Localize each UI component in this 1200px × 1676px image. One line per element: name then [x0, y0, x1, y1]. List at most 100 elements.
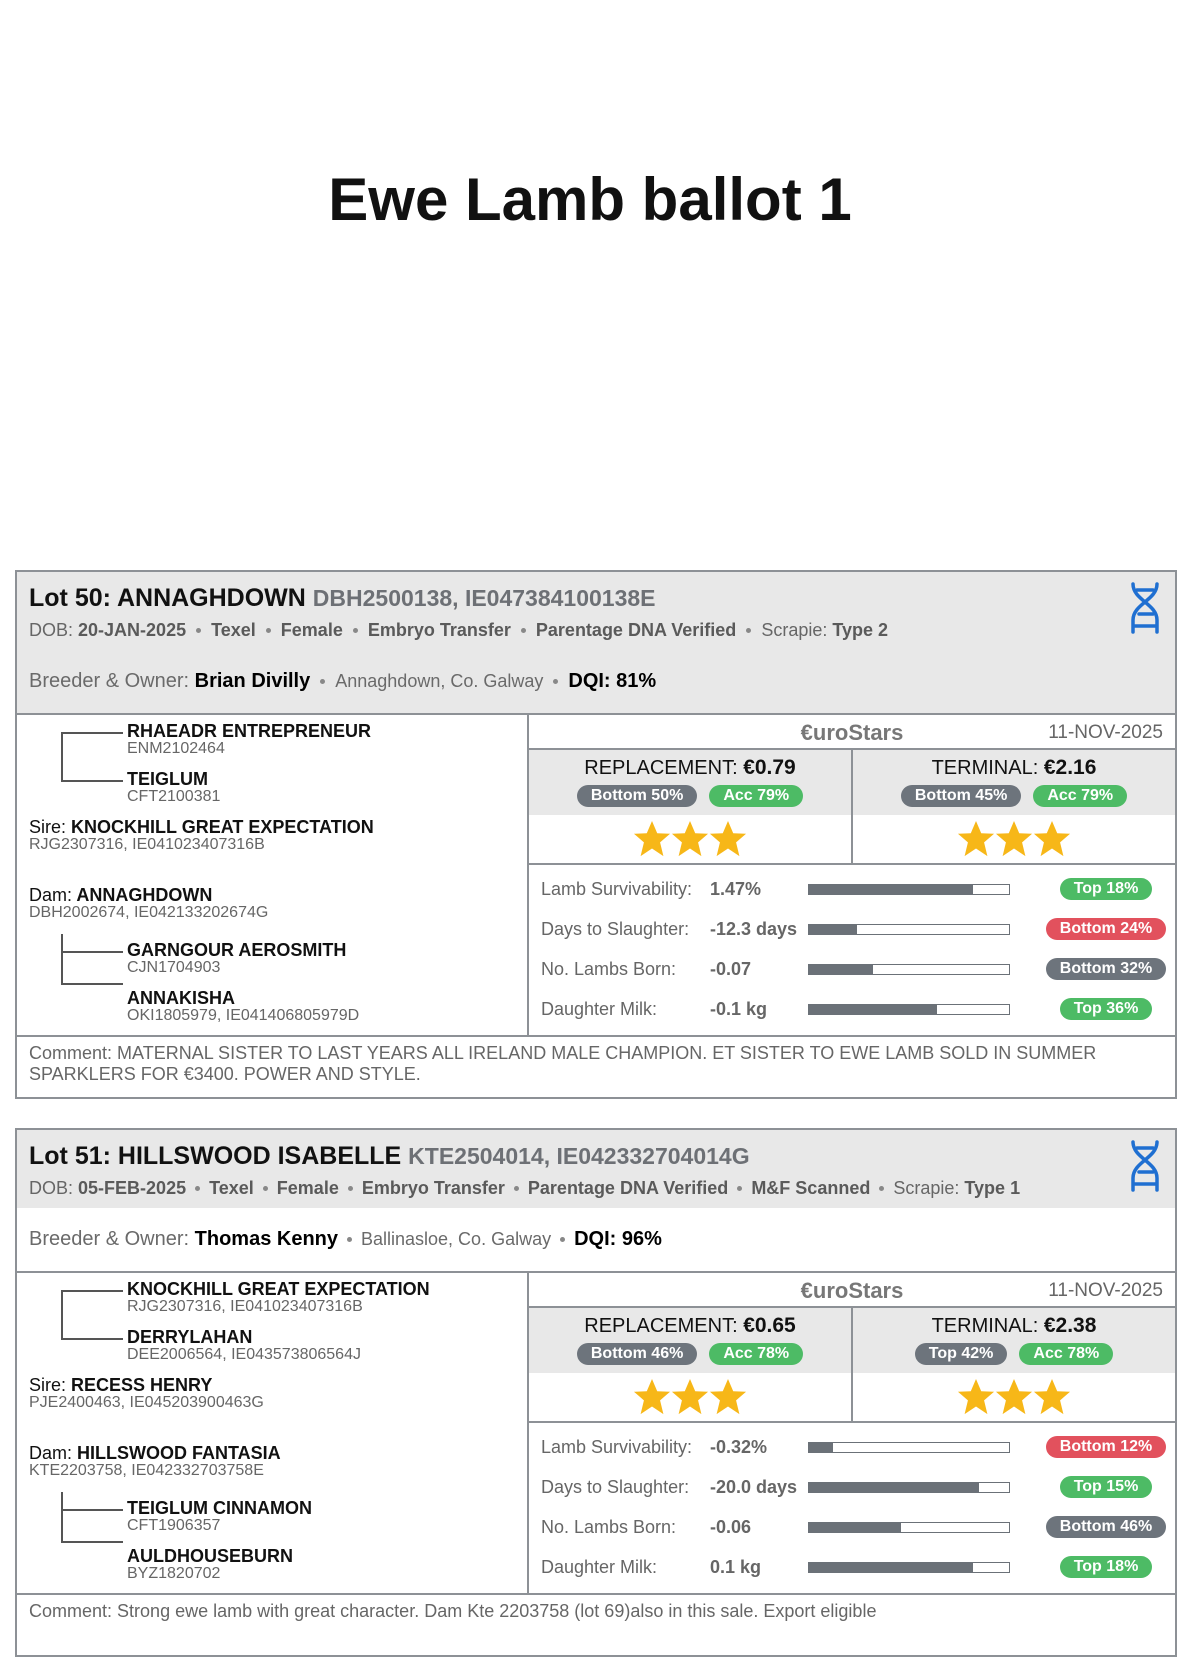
- star: [709, 820, 747, 857]
- star-shape: [633, 1378, 671, 1415]
- eurostars-brand: €uroStars: [800, 1278, 904, 1303]
- breeder-label: Breeder & Owner:: [29, 1228, 190, 1250]
- star-shape: [709, 1378, 747, 1415]
- breeder-label: Breeder & Owner:: [29, 670, 190, 692]
- pedigree-line: [61, 780, 123, 782]
- pedigree-line: [61, 983, 123, 985]
- main-section: RHAEADR ENTREPRENEUR ENM2102464 TEIGLUM CFT…: [17, 715, 1175, 1037]
- lot-heading-line: Lot 50: ANNAGHDOWN DBH2500138, IE0473841…: [29, 584, 656, 613]
- index-top: TERMINAL: €2.38 Top 42% Acc 78%: [853, 1308, 1175, 1373]
- trait-bar: [808, 923, 1010, 935]
- star-shape: [995, 820, 1033, 857]
- trait-badge: Bottom 24%: [1045, 918, 1167, 940]
- index-badges: Bottom 46% Acc 78%: [529, 1343, 851, 1365]
- trait-value: -12.3 days: [710, 918, 798, 939]
- trait-badge-cell: Top 18%: [1041, 1556, 1171, 1578]
- pedigree-id: OKI1805979, IE041406805979D: [127, 1007, 360, 1024]
- badge: Acc 78%: [709, 1343, 804, 1365]
- star: [1033, 1378, 1071, 1415]
- pedigree-id: KTE2203758, IE042332703758E: [29, 1462, 264, 1479]
- pedigree-line: [61, 1541, 123, 1543]
- star-shape: [995, 1378, 1033, 1415]
- separator: [320, 679, 326, 684]
- pedigree-label: Sire:: [29, 1375, 67, 1395]
- pedigree-name: Dam: ANNAGHDOWN: [29, 885, 212, 906]
- pedigree-name: Dam: HILLSWOOD FANTASIA: [29, 1443, 281, 1464]
- pedigree-name: ANNAKISHA: [127, 988, 235, 1009]
- trait-bar: [808, 1521, 1010, 1533]
- indexes: REPLACEMENT: €0.79 Bottom 50% Acc 79% TERMI…: [529, 750, 1175, 865]
- index-cell: TERMINAL: €2.16 Bottom 45% Acc 79%: [851, 750, 1175, 863]
- index-badges: Bottom 45% Acc 79%: [853, 785, 1175, 807]
- pedigree-line: [61, 732, 63, 782]
- details: DOB: 05-FEB-2025 Texel Female Embryo Transf…: [29, 1178, 1020, 1199]
- pedigree-id: RJG2307316, IE041023407316B: [127, 1298, 363, 1315]
- breeder-name: Brian Divilly: [194, 670, 311, 692]
- eurostars-header: €uroStars 11-NOV-2025: [529, 715, 1175, 750]
- star: [957, 1378, 995, 1415]
- star: [995, 1378, 1033, 1415]
- star-shape: [1033, 820, 1071, 857]
- star: [633, 820, 671, 857]
- index-line: REPLACEMENT: €0.65: [529, 1308, 851, 1338]
- lot-ids: DBH2500138, IE047384100138E: [312, 585, 656, 611]
- lot-header: Lot 50: ANNAGHDOWN DBH2500138, IE0473841…: [17, 572, 1175, 650]
- pedigree: RHAEADR ENTREPRENEUR ENM2102464 TEIGLUM CFT…: [17, 715, 529, 1035]
- trait-value: -20.0 days: [710, 1476, 798, 1497]
- star-shape: [957, 1378, 995, 1415]
- separator: [265, 628, 271, 633]
- pedigree-name: Sire: KNOCKHILL GREAT EXPECTATION: [29, 817, 374, 838]
- trait-badge: Bottom 12%: [1045, 1436, 1167, 1458]
- comment: Comment: Strong ewe lamb with great char…: [17, 1595, 1175, 1655]
- trait-value: -0.1 kg: [710, 998, 768, 1019]
- trait-bar-fill: [809, 1482, 979, 1492]
- stars: [529, 1373, 851, 1421]
- trait-value: 1.47%: [710, 878, 762, 899]
- pedigree-name: GARNGOUR AEROSMITH: [127, 940, 346, 961]
- separator: [352, 628, 358, 633]
- trait-row: Lamb Survivability: 1.47% Top 18%: [529, 870, 1175, 908]
- breeder-name: Thomas Kenny: [194, 1228, 338, 1250]
- page-title: Ewe Lamb ballot 1: [328, 166, 852, 233]
- trait-bar-fill: [809, 1522, 901, 1532]
- trait-badge: Top 36%: [1059, 998, 1153, 1020]
- separator: [196, 628, 202, 633]
- trait-bar-fill: [809, 1004, 937, 1014]
- star: [1033, 820, 1071, 857]
- trait-badge: Top 15%: [1059, 1476, 1153, 1498]
- index-top: REPLACEMENT: €0.65 Bottom 46% Acc 78%: [529, 1308, 851, 1373]
- pedigree-label: Dam:: [29, 1443, 73, 1463]
- pedigree-animal: GARNGOUR AEROSMITH: [127, 940, 347, 960]
- index-line: REPLACEMENT: €0.79: [529, 750, 851, 780]
- detail-value: Parentage DNA Verified: [527, 1178, 729, 1198]
- pedigree-id: DEE2006564, IE043573806564J: [127, 1346, 361, 1363]
- star: [671, 820, 709, 857]
- index-value: €0.65: [743, 1314, 796, 1337]
- lot-card: Lot 50: ANNAGHDOWN DBH2500138, IE0473841…: [15, 570, 1177, 1099]
- dqi: DQI: 81%: [568, 670, 657, 692]
- stars: [853, 1373, 1175, 1421]
- badge: Bottom 46%: [576, 1343, 698, 1365]
- badge: Acc 79%: [709, 785, 804, 807]
- star: [709, 1378, 747, 1415]
- breeder-location: Ballinasloe, Co. Galway: [361, 1229, 552, 1249]
- breeder-row: Breeder & Owner: Brian Divilly Annaghdown…: [17, 650, 1175, 715]
- badge: Acc 78%: [1019, 1343, 1114, 1365]
- index-badges: Top 42% Acc 78%: [853, 1343, 1175, 1365]
- pedigree: KNOCKHILL GREAT EXPECTATION RJG2307316, I…: [17, 1273, 529, 1593]
- pedigree-name: AULDHOUSEBURN: [127, 1546, 293, 1567]
- pedigree-line: [61, 951, 123, 953]
- trait-row: No. Lambs Born: -0.07 Bottom 32%: [529, 950, 1175, 988]
- pedigree-label: Dam:: [29, 885, 73, 905]
- pedigree-name: KNOCKHILL GREAT EXPECTATION: [127, 1279, 430, 1300]
- badge: Acc 79%: [1033, 785, 1128, 807]
- star-shape: [957, 820, 995, 857]
- pedigree-name: Sire: RECESS HENRY: [29, 1375, 212, 1396]
- index-label: TERMINAL:: [931, 757, 1039, 779]
- trait-badge: Top 18%: [1059, 1556, 1153, 1578]
- trait-bar: [808, 963, 1010, 975]
- detail-value: Texel: [209, 1178, 254, 1198]
- trait-value: -0.06: [710, 1516, 752, 1537]
- separator: [746, 628, 752, 633]
